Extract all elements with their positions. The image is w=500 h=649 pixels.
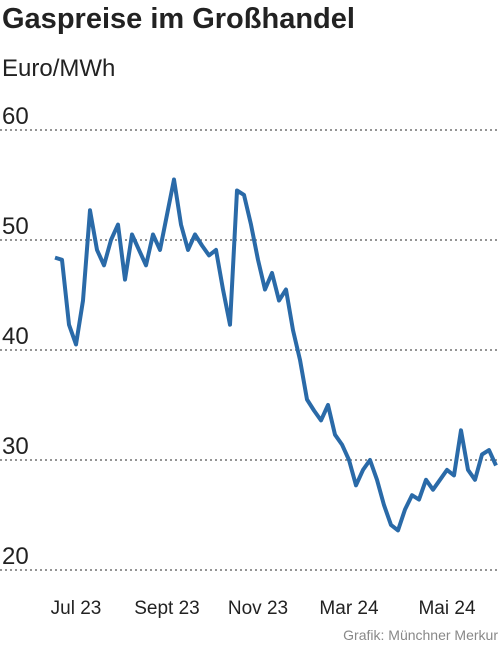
y-tick-label: 50 — [2, 213, 29, 240]
chart-title: Gaspreise im Großhandel — [2, 3, 355, 35]
source: Grafik: Münchner Merkur — [343, 627, 498, 643]
x-tick-label: Mai 24 — [418, 598, 475, 619]
y-tick-label: 60 — [2, 103, 29, 130]
chart-subtitle: Euro/MWh — [2, 55, 115, 82]
y-tick-label: 40 — [2, 323, 29, 350]
y-tick-label: 20 — [2, 543, 29, 570]
x-tick-label: Sept 23 — [134, 598, 200, 619]
x-tick-label: Nov 23 — [228, 598, 288, 619]
y-tick-label: 30 — [2, 433, 29, 460]
line — [54, 177, 498, 533]
x-tick-label: Jul 23 — [51, 598, 102, 619]
x-tick-label: Mar 24 — [319, 598, 379, 619]
